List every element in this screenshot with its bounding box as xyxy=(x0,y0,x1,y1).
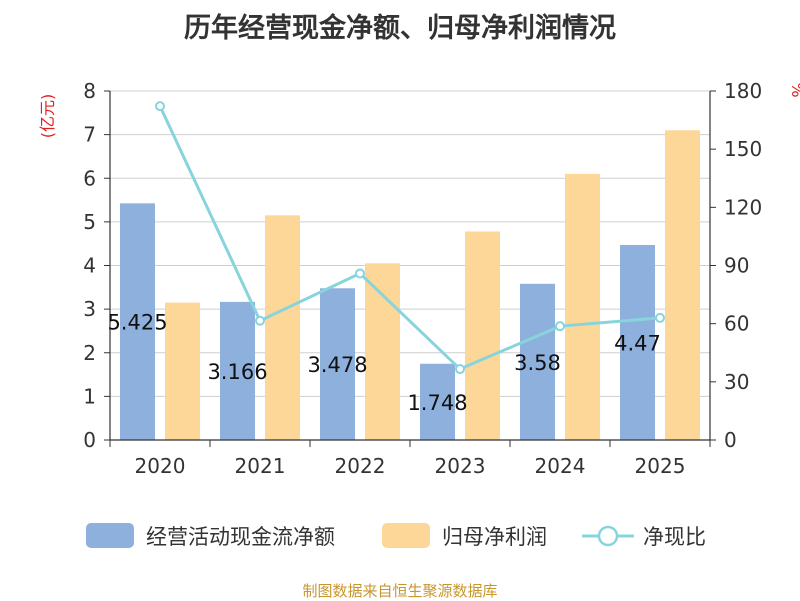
x-tick-label: 2021 xyxy=(235,454,286,478)
point-net-cash-ratio xyxy=(355,268,365,279)
chart-title: 历年经营现金净额、归母净利润情况 xyxy=(184,13,616,44)
legend-marker-net-cash-ratio xyxy=(597,525,619,547)
bar-cash-flow xyxy=(320,288,355,440)
x-tick-label: 2023 xyxy=(435,454,486,478)
bar-cash-flow xyxy=(220,301,255,440)
point-net-cash-ratio xyxy=(455,364,465,375)
data-label-cash-flow: 1.748 xyxy=(407,391,467,415)
bar-net-profit xyxy=(365,263,400,440)
right-tick-label: 90 xyxy=(724,254,749,278)
point-net-cash-ratio xyxy=(255,315,265,326)
x-tick-label: 2022 xyxy=(335,454,386,478)
bar-cash-flow xyxy=(120,203,155,440)
left-tick-label: 1 xyxy=(83,384,96,408)
data-label-cash-flow: 3.58 xyxy=(514,351,561,375)
legend-label-net-cash-ratio: 净现比 xyxy=(643,525,706,549)
left-tick-label: 6 xyxy=(83,166,96,190)
left-tick-label: 8 xyxy=(83,79,96,103)
left-tick-label: 7 xyxy=(83,123,96,147)
legend-swatch-cash-flow xyxy=(86,523,134,548)
data-label-cash-flow: 4.47 xyxy=(614,331,661,355)
point-net-cash-ratio xyxy=(655,312,665,323)
bar-cash-flow xyxy=(520,283,555,440)
legend-label-cash-flow: 经营活动现金流净额 xyxy=(146,525,335,549)
right-tick-label: 150 xyxy=(724,137,762,161)
point-net-cash-ratio xyxy=(155,101,165,112)
bar-cash-flow xyxy=(620,244,655,440)
x-tick-label: 2024 xyxy=(535,454,586,478)
source-note: 制图数据来自恒生聚源数据库 xyxy=(302,582,498,600)
data-label-cash-flow: 3.478 xyxy=(307,353,367,377)
left-tick-label: 2 xyxy=(83,341,96,365)
left-tick-label: 0 xyxy=(83,428,96,452)
legend-swatch-net-profit xyxy=(382,523,430,548)
x-tick-label: 2020 xyxy=(135,454,186,478)
data-label-cash-flow: 5.425 xyxy=(107,311,167,335)
right-tick-label: 60 xyxy=(724,312,749,336)
right-tick-label: 180 xyxy=(724,79,762,103)
bar-net-profit xyxy=(265,215,300,440)
right-tick-label: 0 xyxy=(724,428,737,452)
data-label-cash-flow: 3.166 xyxy=(207,360,267,384)
series-line-net-cash-ratio xyxy=(158,105,661,371)
left-tick-label: 5 xyxy=(83,210,96,234)
left-axis-title: (亿元) xyxy=(38,94,57,139)
bar-net-profit xyxy=(565,173,600,440)
right-tick-label: 120 xyxy=(724,195,762,219)
right-axis-title: % xyxy=(788,82,800,97)
left-tick-label: 4 xyxy=(83,254,96,278)
bar-cash-flow xyxy=(420,363,455,440)
left-tick-label: 3 xyxy=(83,297,96,321)
bar-net-profit xyxy=(165,302,200,440)
legend-label-net-profit: 归母净利润 xyxy=(442,525,547,549)
bar-net-profit xyxy=(465,231,500,440)
point-net-cash-ratio xyxy=(555,321,565,332)
x-tick-label: 2025 xyxy=(635,454,686,478)
right-tick-label: 30 xyxy=(724,370,749,394)
bar-net-profit xyxy=(665,130,700,440)
